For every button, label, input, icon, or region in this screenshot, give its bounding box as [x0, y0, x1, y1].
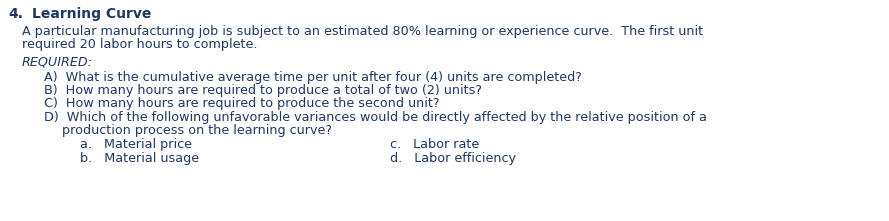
- Text: REQUIRED:: REQUIRED:: [22, 56, 93, 69]
- Text: d.   Labor efficiency: d. Labor efficiency: [390, 152, 516, 165]
- Text: required 20 labor hours to complete.: required 20 labor hours to complete.: [22, 38, 258, 51]
- Text: B)  How many hours are required to produce a total of two (2) units?: B) How many hours are required to produc…: [44, 84, 482, 97]
- Text: A particular manufacturing job is subject to an estimated 80% learning or experi: A particular manufacturing job is subjec…: [22, 25, 703, 38]
- Text: C)  How many hours are required to produce the second unit?: C) How many hours are required to produc…: [44, 97, 439, 110]
- Text: b.   Material usage: b. Material usage: [80, 152, 199, 165]
- Text: 4.: 4.: [8, 7, 23, 21]
- Text: c.   Labor rate: c. Labor rate: [390, 138, 479, 151]
- Text: a.   Material price: a. Material price: [80, 138, 192, 151]
- Text: Learning Curve: Learning Curve: [32, 7, 151, 21]
- Text: production process on the learning curve?: production process on the learning curve…: [62, 124, 332, 137]
- Text: D)  Which of the following unfavorable variances would be directly affected by t: D) Which of the following unfavorable va…: [44, 111, 707, 124]
- Text: A)  What is the cumulative average time per unit after four (4) units are comple: A) What is the cumulative average time p…: [44, 71, 582, 84]
